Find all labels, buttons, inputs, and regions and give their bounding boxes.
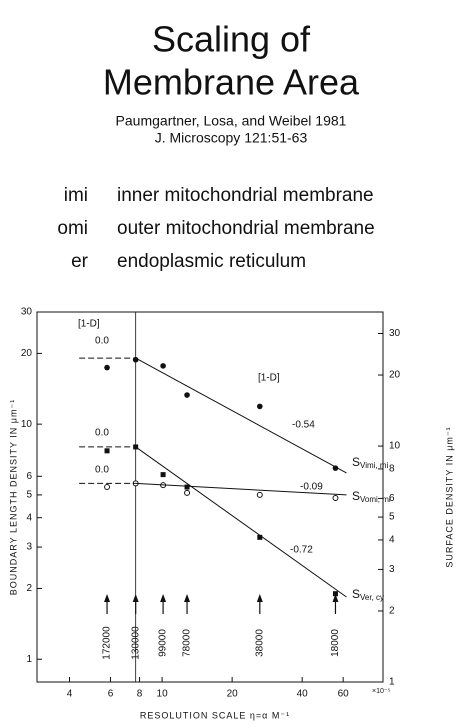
level-label: 0.0 (95, 336, 109, 347)
point (257, 403, 263, 410)
point (257, 534, 263, 540)
slope-label: -0.54 (292, 420, 315, 431)
series-subscript: Vimi, mi (360, 461, 389, 470)
x-tick-label: 8 (137, 689, 143, 700)
point (104, 364, 110, 371)
y2-tick-label: 6 (389, 493, 395, 504)
y2-tick-label: 1 (389, 677, 395, 688)
series-name: S (352, 587, 360, 601)
x-tick-label: 40 (297, 689, 309, 700)
y-tick-label: 2 (26, 583, 32, 594)
y-tick-label: 4 (26, 512, 32, 523)
title-line: Scaling of (152, 19, 311, 60)
x-tick-label: 6 (108, 689, 114, 700)
x-tick-label: 10 (157, 689, 169, 700)
slope-label: -0.72 (290, 545, 313, 556)
series-subscript: Vomi, mi (360, 495, 391, 504)
arrow-head (184, 594, 191, 602)
y2-tick-label: 10 (389, 441, 401, 452)
abbr: er (71, 251, 89, 272)
y2-tick-label: 30 (389, 328, 401, 339)
slope-label: -0.09 (300, 482, 323, 493)
citation: J. Microscopy 121:51-63 (155, 130, 308, 146)
bracket-label: [1-D] (258, 373, 280, 384)
x-tick-label: 20 (227, 689, 239, 700)
y-axis-label: BOUNDARY LENGTH DENSITY IN μm⁻¹ (8, 399, 18, 595)
abbr: omi (57, 218, 88, 239)
y2-tick-label: 3 (389, 564, 395, 575)
point (256, 491, 263, 498)
x-tick-label: 4 (67, 689, 73, 700)
abbr: imi (64, 185, 88, 206)
x-unit: ×10⁻⁵ (372, 688, 391, 695)
point (332, 495, 339, 502)
abbr-text: outer mitochondrial membrane (117, 218, 375, 239)
y2-tick-label: 4 (389, 535, 395, 546)
point (184, 392, 190, 398)
y2-axis-label: SURFACE DENSITY IN μm⁻¹ (444, 426, 454, 567)
resolution-label: 172000 (102, 626, 113, 660)
y2-tick-label: 8 (389, 464, 395, 475)
y-tick-label: 5 (26, 490, 32, 501)
point (184, 484, 190, 490)
point (184, 489, 191, 496)
y2-tick-label: 20 (389, 370, 401, 381)
level-label: 0.0 (95, 465, 109, 476)
resolution-label: 99000 (158, 629, 169, 657)
point (160, 363, 166, 369)
x-axis-label: RESOLUTION SCALE η=α M⁻¹ (140, 710, 290, 720)
point (104, 484, 111, 491)
citation: Paumgartner, Losa, and Weibel 1981 (116, 113, 347, 129)
y-tick-label: 1 (26, 654, 32, 665)
fit-line (135, 357, 347, 474)
series-name: S (352, 489, 360, 503)
y-tick-label: 20 (21, 348, 33, 359)
y2-tick-label: 5 (389, 512, 395, 523)
series-label: SVimi, mi (352, 455, 389, 470)
point (104, 448, 110, 454)
bracket-label: [1-D] (78, 319, 100, 330)
abbr-text: endoplasmic reticulum (117, 251, 306, 272)
series-name: S (352, 455, 360, 469)
resolution-label: 38000 (254, 629, 265, 657)
resolution-label: 130000 (130, 626, 141, 660)
arrow-head (132, 594, 139, 602)
level-label: 0.0 (95, 428, 109, 439)
resolution-label: 78000 (182, 629, 193, 657)
point (332, 591, 338, 597)
fit-line (135, 446, 347, 598)
y-tick-label: 30 (21, 307, 33, 318)
arrow-head (256, 594, 263, 602)
series-subscript: Ver, cy (360, 593, 384, 602)
y-tick-label: 10 (21, 419, 33, 430)
y-tick-label: 6 (26, 471, 32, 482)
resolution-label: 18000 (330, 629, 341, 657)
series-label: SVomi, mi (352, 489, 391, 504)
title-line: Membrane Area (103, 62, 360, 103)
arrow-head (332, 594, 339, 602)
y2-tick-label: 2 (389, 606, 395, 617)
arrow-head (160, 594, 167, 602)
plot-frame (36, 311, 384, 683)
y-tick-label: 3 (26, 542, 32, 553)
arrow-head (104, 594, 111, 602)
abbr-text: inner mitochondrial membrane (117, 185, 374, 206)
fit-line (135, 482, 347, 496)
point (160, 472, 166, 478)
x-tick-label: 60 (338, 689, 350, 700)
series-label: SVer, cy (352, 587, 384, 602)
